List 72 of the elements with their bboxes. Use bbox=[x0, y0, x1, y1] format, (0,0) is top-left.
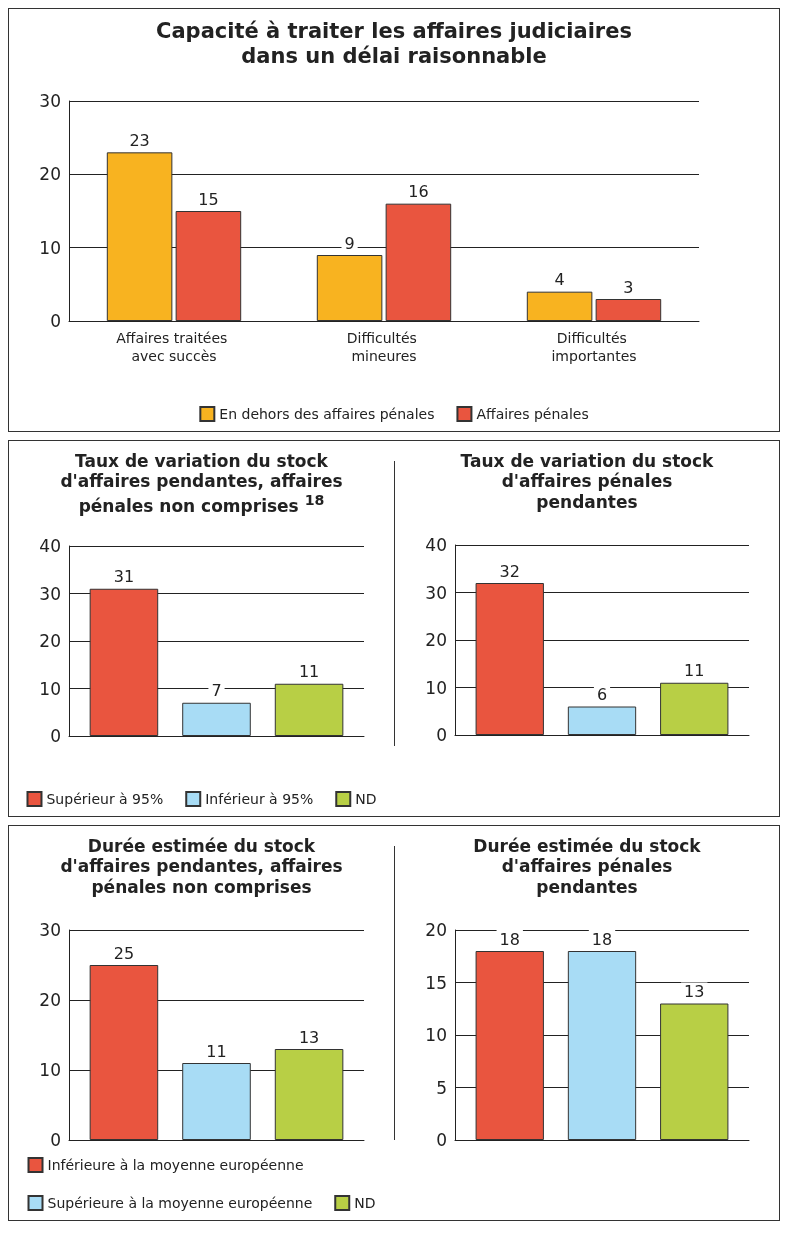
legend-label: Affaires pénales bbox=[476, 406, 589, 422]
data-label: 18 bbox=[591, 929, 613, 949]
y-tick-label: 20 bbox=[39, 164, 61, 185]
bar bbox=[526, 291, 593, 321]
x-tick-label: Affaires traitées avec succès bbox=[116, 330, 232, 364]
y-tick-label: 5 bbox=[436, 1077, 447, 1098]
bar bbox=[106, 152, 173, 321]
bar bbox=[182, 1062, 251, 1140]
data-label: 13 bbox=[684, 981, 705, 1001]
y-tick-label: 10 bbox=[425, 677, 447, 698]
data-label: 23 bbox=[129, 130, 150, 150]
x-tick-label: Difficultés importantes bbox=[551, 330, 637, 364]
y-tick-label: 0 bbox=[50, 1129, 61, 1150]
data-label: 11 bbox=[206, 1041, 227, 1061]
bar bbox=[660, 682, 729, 735]
legend-label: ND bbox=[354, 1194, 376, 1211]
chart-title: Capacité à traiter les affaires judiciaires dans un délai raisonnable bbox=[155, 19, 633, 71]
chart-title: Taux de variation du stock d'affaires pénales pendantes bbox=[459, 451, 715, 514]
legend-label: Supérieure à la moyenne européenne bbox=[47, 1194, 313, 1211]
y-tick-label: 10 bbox=[425, 1024, 447, 1045]
legend-label: Supérieur à 95% bbox=[46, 790, 164, 807]
bar bbox=[175, 211, 242, 321]
y-tick-label: 40 bbox=[425, 535, 447, 555]
data-label: 11 bbox=[684, 661, 705, 681]
bar bbox=[567, 706, 637, 735]
data-label: 9 bbox=[344, 233, 355, 253]
data-label: 4 bbox=[554, 270, 565, 290]
legend-label: En dehors des affaires pénales bbox=[219, 406, 435, 422]
y-tick-label: 30 bbox=[39, 91, 61, 111]
legend-label: Inférieure à la moyenne européenne bbox=[47, 1156, 304, 1173]
data-label: 3 bbox=[623, 277, 634, 297]
y-tick-label: 10 bbox=[39, 237, 61, 258]
y-tick-label: 20 bbox=[39, 630, 61, 651]
y-tick-label: 30 bbox=[425, 582, 447, 603]
data-label: 6 bbox=[596, 685, 608, 704]
data-label: 25 bbox=[113, 943, 135, 963]
bar bbox=[89, 588, 159, 736]
y-tick-label: 0 bbox=[436, 1129, 447, 1150]
bar bbox=[182, 702, 251, 736]
x-tick-label: Difficultés mineures bbox=[346, 330, 422, 364]
data-label: 32 bbox=[499, 561, 520, 581]
y-tick-label: 0 bbox=[50, 311, 61, 331]
data-label: 11 bbox=[298, 662, 320, 682]
chart-title: Durée estimée du stock d'affaires pendantes, affaires pénales non comprises bbox=[59, 835, 344, 899]
bar bbox=[595, 299, 662, 321]
data-label: 16 bbox=[408, 182, 429, 202]
data-label: 15 bbox=[198, 189, 219, 209]
y-tick-label: 40 bbox=[39, 535, 61, 556]
legend-label: ND bbox=[355, 790, 377, 807]
y-tick-label: 20 bbox=[39, 989, 61, 1010]
y-tick-label: 20 bbox=[425, 919, 447, 940]
data-label: 7 bbox=[211, 681, 222, 701]
chart-title: Taux de variation du stock d'affaires pendantes, affaires pénales non comprises $^{18}$ bbox=[59, 451, 344, 516]
legend-label: Inférieur à 95% bbox=[205, 790, 314, 807]
bar bbox=[274, 683, 344, 736]
y-tick-label: 0 bbox=[50, 725, 61, 746]
data-label: 13 bbox=[298, 1027, 320, 1047]
y-tick-label: 15 bbox=[425, 972, 447, 993]
y-tick-label: 30 bbox=[39, 583, 61, 604]
data-label: 18 bbox=[499, 929, 520, 949]
y-tick-label: 20 bbox=[425, 630, 447, 650]
y-tick-label: 30 bbox=[39, 919, 61, 940]
bar bbox=[316, 255, 383, 321]
bar bbox=[385, 203, 452, 321]
bar bbox=[475, 583, 544, 735]
y-tick-label: 10 bbox=[39, 678, 61, 699]
y-tick-label: 0 bbox=[436, 725, 447, 745]
y-tick-label: 10 bbox=[39, 1059, 61, 1080]
chart-title: Durée estimée du stock d'affaires pénales pendantes bbox=[472, 835, 702, 899]
data-label: 31 bbox=[113, 567, 135, 587]
bar bbox=[89, 964, 159, 1140]
bar bbox=[274, 1048, 344, 1140]
